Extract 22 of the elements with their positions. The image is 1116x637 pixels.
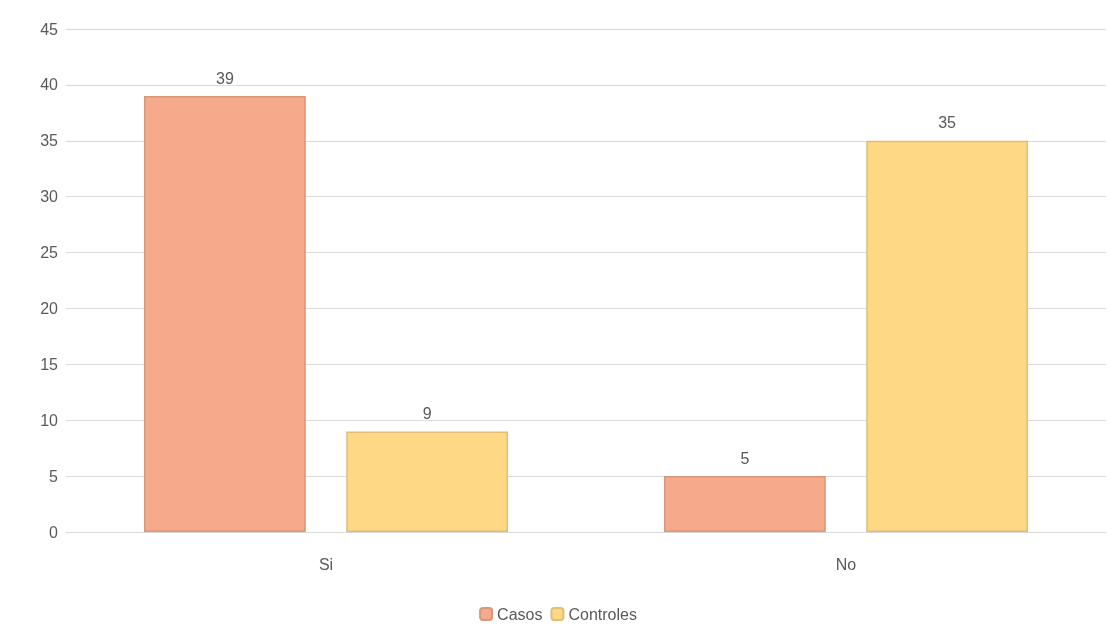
y-tick-label: 35	[40, 132, 59, 150]
y-tick-label: 0	[49, 523, 59, 541]
y-tick-label: 25	[40, 244, 59, 262]
legend-label: Casos	[497, 605, 543, 623]
bar	[866, 140, 1028, 532]
y-tick-label: 20	[40, 299, 59, 317]
bar	[144, 96, 306, 532]
bar	[346, 431, 508, 532]
y-tick-label: 15	[40, 355, 59, 373]
data-label: 35	[938, 114, 957, 132]
y-tick-label: 45	[40, 20, 59, 38]
y-tick-label: 10	[40, 411, 59, 429]
x-tick-label: No	[835, 555, 857, 573]
x-tick-label: Si	[318, 555, 334, 573]
y-tick-label: 30	[40, 188, 59, 206]
data-label: 9	[422, 404, 432, 422]
y-tick-label: 40	[40, 76, 59, 94]
bar	[664, 476, 826, 532]
legend-label: Controles	[568, 605, 637, 623]
y-tick-label: 5	[49, 467, 59, 485]
data-label: 5	[740, 449, 750, 467]
data-label: 39	[215, 69, 234, 87]
